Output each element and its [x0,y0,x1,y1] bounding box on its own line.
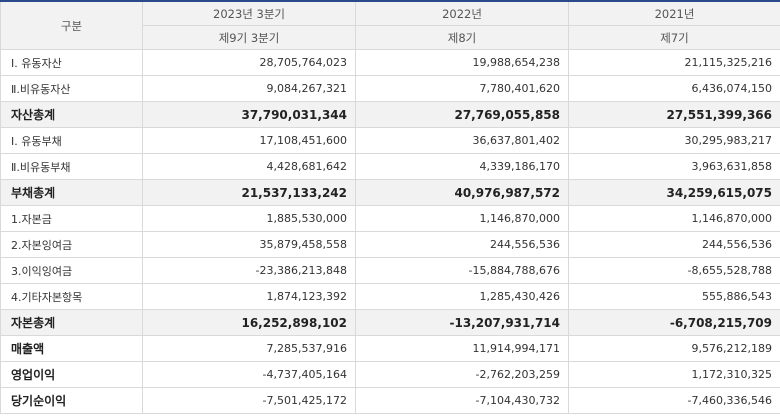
row-value: 19,988,654,238 [355,49,569,76]
row-value: 35,879,458,558 [142,231,356,258]
row-label: 당기순이익 [0,387,143,414]
row-value: 244,556,536 [355,231,569,258]
row-label: 매출액 [0,335,143,362]
table-row: Ⅱ.비유동부채 4,428,681,642 4,339,186,170 3,963,6… [0,153,780,180]
row-value: -7,501,425,172 [142,387,356,414]
table-row: 당기순이익 -7,501,425,172 -7,104,430,732 -7,460,… [0,387,780,414]
row-label: 3.이익잉여금 [0,257,143,284]
header-term-9q3: 제9기 3분기 [142,25,356,50]
row-value: 4,339,186,170 [355,153,569,180]
row-value: -7,104,430,732 [355,387,569,414]
table-row: 자산총계 37,790,031,344 27,769,055,858 27,551,3… [0,101,780,128]
table-row: Ⅰ. 유동자산 28,705,764,023 19,988,654,238 21,11… [0,49,780,76]
row-value: 28,705,764,023 [142,49,356,76]
row-value: -6,708,215,709 [568,309,780,336]
row-value: 1,172,310,325 [568,361,780,388]
row-value: 37,790,031,344 [142,101,356,128]
row-value: 1,285,430,426 [355,283,569,310]
table-row: 2.자본잉여금 35,879,458,558 244,556,536 244,556,… [0,231,780,258]
row-label: 1.자본금 [0,205,143,232]
row-value: 7,285,537,916 [142,335,356,362]
row-value: 16,252,898,102 [142,309,356,336]
row-value: 34,259,615,075 [568,179,780,206]
table-row: Ⅱ.비유동자산 9,084,267,321 7,780,401,620 6,436,0… [0,75,780,102]
row-value: -7,460,336,546 [568,387,780,414]
row-value: 6,436,074,150 [568,75,780,102]
row-value: 36,637,801,402 [355,127,569,154]
header-year-2021: 2021년 [568,0,780,26]
row-value: -8,655,528,788 [568,257,780,284]
row-value: 1,146,870,000 [355,205,569,232]
header-category: 구분 [0,0,143,50]
row-value: 11,914,994,171 [355,335,569,362]
row-label: 2.자본잉여금 [0,231,143,258]
header-year-2023q3: 2023년 3분기 [142,0,356,26]
table-row: 4.기타자본항목 1,874,123,392 1,285,430,426 555,88… [0,283,780,310]
row-label: 부채총계 [0,179,143,206]
row-label: 영업이익 [0,361,143,388]
header-term-8: 제8기 [355,25,569,50]
row-value: 27,551,399,366 [568,101,780,128]
row-label: Ⅱ.비유동부채 [0,153,143,180]
table-row: 부채총계 21,537,133,242 40,976,987,572 34,259,6… [0,179,780,206]
row-label: 4.기타자본항목 [0,283,143,310]
table-row: 3.이익잉여금 -23,386,213,848 -15,884,788,676 -8,… [0,257,780,284]
row-value: 3,963,631,858 [568,153,780,180]
row-value: 9,576,212,189 [568,335,780,362]
table-row: Ⅰ. 유동부채 17,108,451,600 36,637,801,402 30,29… [0,127,780,154]
table-row: 1.자본금 1,885,530,000 1,146,870,000 1,146,870… [0,205,780,232]
header-term-7: 제7기 [568,25,780,50]
table-header: 구분 2023년 3분기 2022년 2021년 제9기 3분기 제8기 제7기 [0,0,780,50]
row-value: 244,556,536 [568,231,780,258]
header-year-2022: 2022년 [355,0,569,26]
row-value: 555,886,543 [568,283,780,310]
row-value: 7,780,401,620 [355,75,569,102]
row-value: -15,884,788,676 [355,257,569,284]
row-value: 27,769,055,858 [355,101,569,128]
row-value: 1,885,530,000 [142,205,356,232]
row-value: -23,386,213,848 [142,257,356,284]
row-value: 9,084,267,321 [142,75,356,102]
table-row: 자본총계 16,252,898,102 -13,207,931,714 -6,708,… [0,309,780,336]
table-body: Ⅰ. 유동자산 28,705,764,023 19,988,654,238 21,11… [0,49,780,414]
row-value: 21,115,325,216 [568,49,780,76]
row-label: Ⅰ. 유동자산 [0,49,143,76]
row-label: 자본총계 [0,309,143,336]
row-label: Ⅰ. 유동부채 [0,127,143,154]
table-row: 매출액 7,285,537,916 11,914,994,171 9,576,212,… [0,335,780,362]
row-value: -2,762,203,259 [355,361,569,388]
row-value: 30,295,983,217 [568,127,780,154]
row-label: 자산총계 [0,101,143,128]
row-value: 40,976,987,572 [355,179,569,206]
row-label: Ⅱ.비유동자산 [0,75,143,102]
row-value: -4,737,405,164 [142,361,356,388]
row-value: -13,207,931,714 [355,309,569,336]
row-value: 21,537,133,242 [142,179,356,206]
table-row: 영업이익 -4,737,405,164 -2,762,203,259 1,172,31… [0,361,780,388]
row-value: 4,428,681,642 [142,153,356,180]
row-value: 1,874,123,392 [142,283,356,310]
row-value: 17,108,451,600 [142,127,356,154]
row-value: 1,146,870,000 [568,205,780,232]
